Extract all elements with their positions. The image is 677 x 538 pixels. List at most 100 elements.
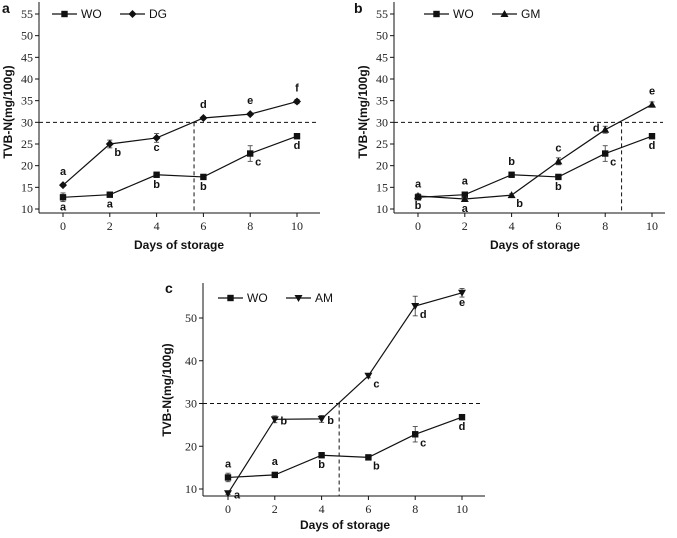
y-tick-label: 30 [21,115,33,129]
significance-letter: a [462,203,469,215]
y-tick-label: 20 [185,439,197,453]
significance-letter: d [459,421,466,433]
y-tick-label: 45 [376,50,388,64]
x-tick-label: 2 [272,502,278,516]
x-tick-label: 0 [60,219,66,233]
significance-letter: a [415,178,422,190]
panel-a-chart: a Days of storage TVB-N(mg/100g) 10 15 20 2… [1,0,320,252]
significance-letter: e [247,95,253,107]
x-tick-label: 8 [412,502,418,516]
y-tick-label: 30 [185,397,197,411]
significance-letter: c [154,142,160,154]
significance-letter: a [107,199,114,211]
y-tick-label: 40 [376,72,388,86]
significance-letter: d [200,99,207,111]
significance-letter: a [272,456,279,468]
significance-letter: d [593,123,600,135]
y-tick-label: 50 [185,311,197,325]
y-tick-label: 15 [376,180,388,194]
data-point-WO [59,194,67,201]
y-tick-label: 10 [21,202,33,216]
data-point-WO [106,191,113,198]
x-tick-label: 4 [154,219,160,233]
data-point-WO [271,471,278,479]
x-axis-label: Days of storage [134,238,224,252]
x-tick-label: 10 [456,502,468,516]
x-tick-label: 0 [225,502,231,516]
significance-letter: b [508,156,515,168]
significance-letter: b [555,181,562,193]
x-tick-label: 0 [415,219,421,233]
data-point-DG [59,181,67,190]
x-tick-label: 8 [602,219,608,233]
y-axis-label: TVB-N(mg/100g) [160,343,174,436]
legend-label-AM: AM [315,291,333,305]
data-point-GM [414,192,422,199]
y-tick-label: 50 [376,29,388,43]
significance-letter: a [462,176,469,188]
x-tick-label: 4 [319,502,325,516]
data-point-AM [364,372,373,380]
legend-marker-WO [61,10,68,18]
panel-c-chart: c Days of storage TVB-N(mg/100g) 1020304… [160,280,485,532]
data-point-WO [461,191,468,198]
significance-letter: f [295,83,299,95]
significance-letter: a [60,166,67,178]
data-point-WO [412,431,419,438]
significance-letter: a [60,201,67,213]
y-tick-label: 20 [376,159,388,173]
x-tick-label: 2 [462,219,468,233]
significance-letter: a [225,458,232,470]
data-point-GM [507,191,516,199]
significance-letter: c [373,379,379,391]
significance-letter: b [153,179,160,191]
y-tick-label: 25 [21,137,33,151]
series-line-GM [417,104,653,200]
data-point-AM [458,289,466,297]
series-line-WO [227,416,463,479]
data-point-WO [224,474,232,481]
data-point-AM [270,416,279,424]
significance-letter: b [318,459,325,471]
y-tick-label: 25 [376,137,388,151]
data-point-WO [153,171,160,178]
x-tick-label: 10 [291,219,303,233]
panel-b-chart: b Days of storage TVB-N(mg/100g) 1015202… [354,0,665,252]
data-point-WO [365,454,372,461]
panel-label-b: b [354,0,363,16]
data-point-WO [293,133,301,140]
data-point-GM [601,125,610,133]
y-tick-label: 10 [185,482,197,496]
significance-letter: c [420,437,426,449]
y-tick-label: 15 [21,180,33,194]
legend-label-WO: WO [453,7,474,21]
legend-marker-DG [128,10,137,18]
significance-letter: d [294,140,301,152]
y-tick-label: 10 [376,202,388,216]
data-point-GM [648,100,656,108]
significance-letter: b [114,147,121,159]
y-tick-label: 50 [21,29,33,43]
significance-letter: a [234,489,241,501]
y-tick-label: 20 [21,159,33,173]
data-point-DG [293,97,301,106]
data-point-WO [648,133,656,140]
x-tick-label: 6 [200,219,206,233]
y-axis-label: TVB-N(mg/100g) [1,65,15,158]
significance-letter: b [373,460,380,472]
significance-letter: d [420,309,427,321]
panel-label-c: c [165,280,173,296]
significance-letter: b [280,415,287,427]
data-point-WO [318,452,325,459]
significance-letter: c [555,142,561,154]
data-point-WO [508,171,515,178]
series-line-WO [62,135,298,198]
data-point-WO [555,173,562,181]
data-point-WO [200,173,207,181]
x-tick-label: 4 [509,219,515,233]
series-line-DG [62,100,298,186]
x-tick-label: 10 [646,219,658,233]
legend-label-DG: DG [149,7,167,21]
legend-marker-WO [433,10,440,18]
